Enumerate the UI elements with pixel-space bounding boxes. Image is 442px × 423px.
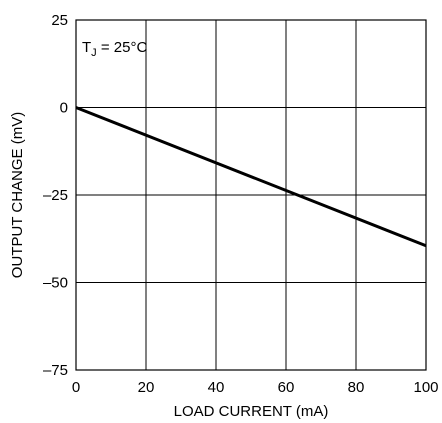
x-tick-label: 20 — [138, 379, 155, 396]
y-tick-label: 0 — [60, 100, 68, 117]
y-tick-labels: 25 0 –25 –50 –75 — [43, 12, 68, 379]
y-axis-label: OUTPUT CHANGE (mV) — [9, 112, 26, 278]
annotation-rest: = 25°C — [97, 39, 148, 56]
y-tick-label: –50 — [43, 275, 68, 292]
grid-lines — [76, 20, 426, 370]
annotation-main: T — [82, 39, 91, 56]
temperature-annotation: TJ = 25°C — [82, 39, 147, 59]
plot-frame — [75, 19, 427, 371]
series-line — [75, 106, 427, 248]
series-group — [75, 106, 427, 248]
x-tick-label: 100 — [413, 379, 438, 396]
x-tick-label: 60 — [278, 379, 295, 396]
y-tick-label: 25 — [51, 12, 68, 29]
y-tick-label: –75 — [43, 362, 68, 379]
x-tick-labels: 0 20 40 60 80 100 — [72, 379, 439, 396]
x-tick-label: 0 — [72, 379, 80, 396]
x-tick-label: 80 — [348, 379, 365, 396]
y-tick-label: –25 — [43, 187, 68, 204]
x-axis-label: LOAD CURRENT (mA) — [174, 403, 329, 420]
annotation-subscript: J — [91, 47, 97, 59]
x-tick-label: 40 — [208, 379, 225, 396]
